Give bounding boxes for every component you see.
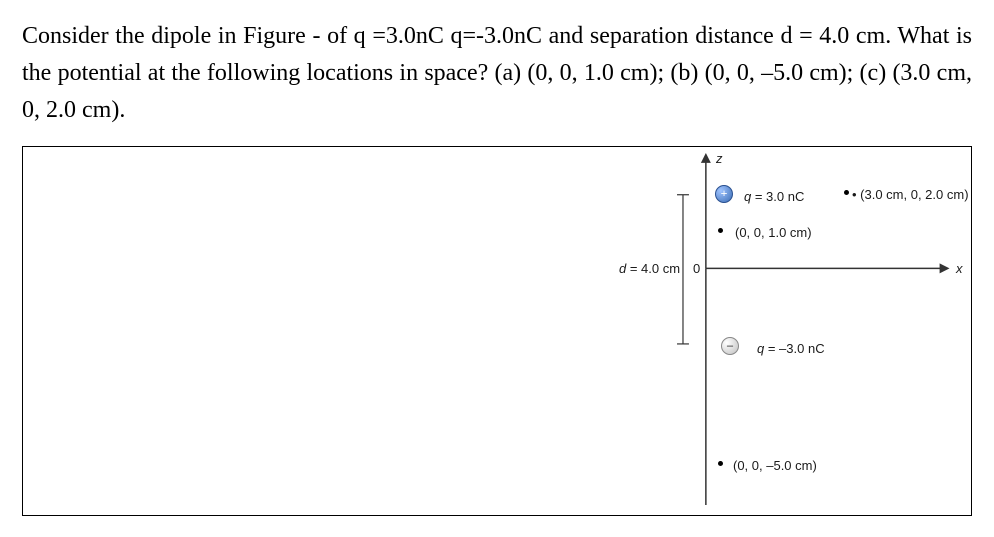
- charge-minus-label: q = –3.0 nC: [757, 341, 825, 356]
- x-axis-label: x: [956, 261, 963, 276]
- charge-plus-icon: +: [715, 185, 733, 203]
- point-b-label: (0, 0, –5.0 cm): [733, 458, 817, 473]
- separation-label: d = 4.0 cm: [619, 261, 680, 276]
- figure-box: z x 0 + q = 3.0 nC – q = –3.0 nC d = 4.0…: [22, 146, 972, 516]
- origin-label: 0: [693, 261, 700, 276]
- diagram-svg: [23, 147, 971, 515]
- point-a-label: (0, 0, 1.0 cm): [735, 225, 812, 240]
- plus-symbol: +: [721, 186, 728, 201]
- point-c-dot: [844, 190, 849, 195]
- z-axis-label: z: [716, 151, 723, 166]
- point-a-dot: [718, 228, 723, 233]
- charge-minus-icon: –: [721, 337, 739, 355]
- point-b-dot: [718, 461, 723, 466]
- minus-symbol: –: [727, 338, 733, 353]
- charge-plus-label: q = 3.0 nC: [744, 189, 804, 204]
- problem-text: Consider the dipole in Figure - of q =3.…: [22, 18, 972, 130]
- point-c-label: • (3.0 cm, 0, 2.0 cm): [852, 187, 969, 202]
